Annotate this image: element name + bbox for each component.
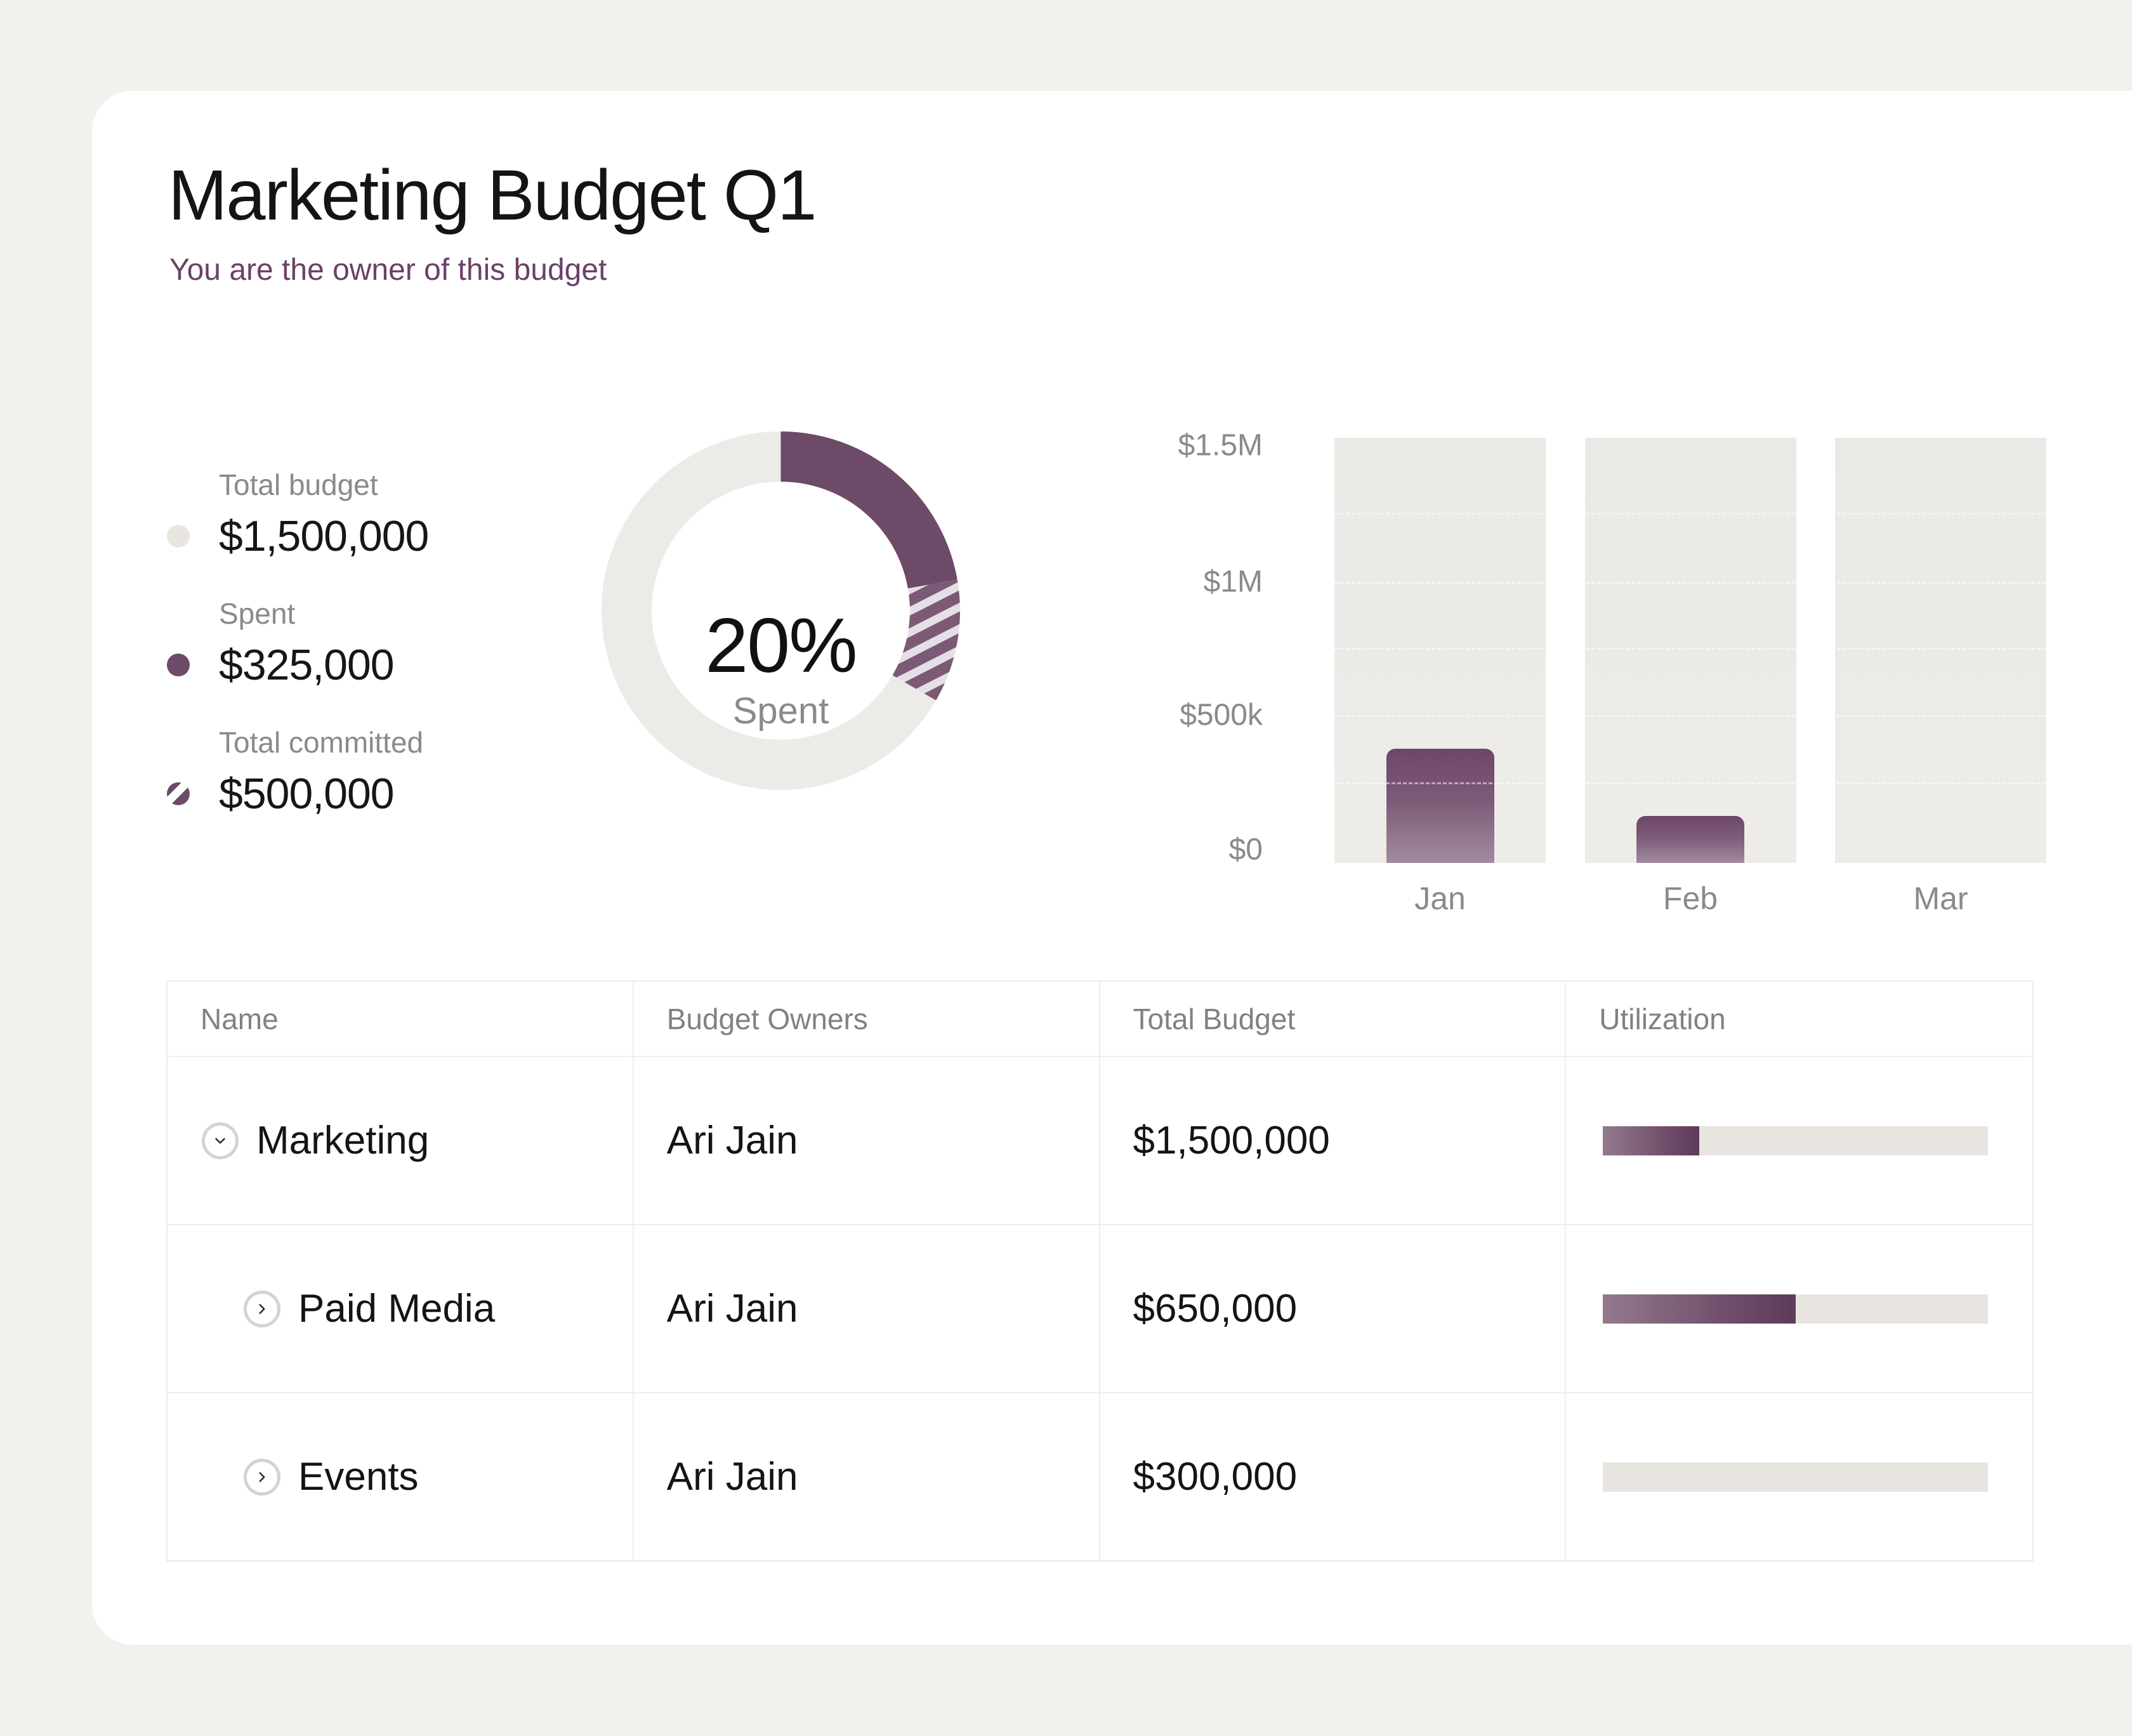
name-cell: Marketing (168, 1057, 634, 1224)
y-axis-tick: $0 (1228, 832, 1263, 867)
budget-table: Name Budget Owners Total Budget Utilizat… (166, 980, 2034, 1562)
chevron-down-icon (215, 1137, 225, 1144)
chevron-right-icon (259, 1303, 265, 1314)
collapse-row-button[interactable] (202, 1122, 239, 1159)
bar-column-jan: Jan (1334, 438, 1546, 916)
donut-spent-arc (780, 431, 957, 589)
x-axis-label-jan: Jan (1414, 881, 1466, 916)
page-title: Marketing Budget Q1 (168, 155, 817, 235)
feb-spend-bar (1636, 816, 1744, 863)
total-budget-dot-icon (167, 525, 190, 548)
utilization-progress-fill (1603, 1126, 1699, 1155)
legend-label: Total committed (219, 726, 424, 759)
expand-row-button[interactable] (244, 1290, 280, 1327)
legend-value: $325,000 (219, 641, 395, 689)
x-axis-label-feb: Feb (1662, 881, 1718, 916)
y-axis-tick: $1.5M (1178, 428, 1263, 463)
utilization-progress-bar (1603, 1126, 1989, 1155)
chevron-right-icon (259, 1471, 265, 1482)
budget-cell: $1,500,000 (1100, 1057, 1567, 1224)
table-row-events[interactable]: Events Ari Jain $300,000 (168, 1392, 2032, 1560)
bar-column-feb: Feb (1584, 438, 1796, 916)
expand-row-button[interactable] (244, 1458, 280, 1496)
legend-value: $1,500,000 (219, 512, 429, 560)
table-row-marketing[interactable]: Marketing Ari Jain $1,500,000 (168, 1056, 2032, 1224)
utilization-cell (1566, 1393, 2032, 1560)
x-axis-label-mar: Mar (1913, 881, 1968, 916)
owner-cell: Ari Jain (634, 1057, 1100, 1224)
legend-item-total-budget: Total budget $1,500,000 (167, 466, 429, 569)
owner-note: You are the owner of this budget (169, 253, 607, 287)
name-cell: Events (168, 1393, 634, 1560)
y-axis-tick: $1M (1203, 565, 1263, 599)
column-header-name: Name (168, 982, 634, 1056)
jan-spend-bar (1386, 749, 1494, 863)
y-axis-tick: $500k (1180, 698, 1263, 732)
budget-summary-legend: Total budget $1,500,000 Spent $325,000 T… (167, 466, 429, 853)
budget-cell: $650,000 (1100, 1225, 1567, 1392)
donut-svg (602, 431, 960, 790)
name-cell: Paid Media (168, 1225, 634, 1392)
spent-dot-icon (167, 654, 190, 676)
gridline (1334, 582, 2046, 584)
monthly-bar-chart: $1.5M $1M $500k $0 Jan Feb Mar (1161, 428, 2062, 939)
row-name-label: Marketing (256, 1119, 430, 1162)
column-header-total-budget: Total Budget (1100, 982, 1567, 1056)
bar-chart-plot-area: Jan Feb Mar (1334, 438, 2046, 916)
gridline (1334, 715, 2046, 717)
column-header-utilization: Utilization (1599, 1002, 1726, 1036)
row-name-label: Events (298, 1455, 419, 1499)
utilization-progress-bar (1603, 1462, 1989, 1492)
legend-item-total-committed: Total committed $500,000 (167, 724, 428, 827)
legend-label: Total budget (219, 468, 378, 501)
donut-committed-arc (892, 579, 960, 700)
owner-cell: Ari Jain (634, 1393, 1100, 1560)
gridline (1334, 648, 2046, 650)
table-header-row: Name Budget Owners Total Budget Utilizat… (168, 982, 2032, 1056)
row-name-label: Paid Media (298, 1287, 496, 1331)
utilization-cell (1566, 1057, 2032, 1224)
budget-cell: $300,000 (1100, 1393, 1567, 1560)
gridline (1334, 513, 2046, 515)
committed-dot-icon (167, 782, 190, 805)
legend-label: Spent (219, 597, 296, 630)
legend-value: $500,000 (219, 770, 395, 818)
legend-item-spent: Spent $325,000 (167, 595, 428, 698)
column-header-budget-owners: Budget Owners (634, 982, 1100, 1056)
bar-column-mar: Mar (1835, 438, 2046, 916)
table-row-paid-media[interactable]: Paid Media Ari Jain $650,000 (168, 1224, 2032, 1392)
utilization-cell (1566, 1225, 2032, 1392)
gridline (1334, 782, 2046, 784)
utilization-progress-bar (1603, 1294, 1989, 1324)
budget-card: Marketing Budget Q1 You are the owner of… (92, 91, 2132, 1645)
spent-donut-chart: 20% Spent (602, 431, 960, 790)
utilization-progress-fill (1603, 1294, 1796, 1324)
owner-cell: Ari Jain (634, 1225, 1100, 1392)
